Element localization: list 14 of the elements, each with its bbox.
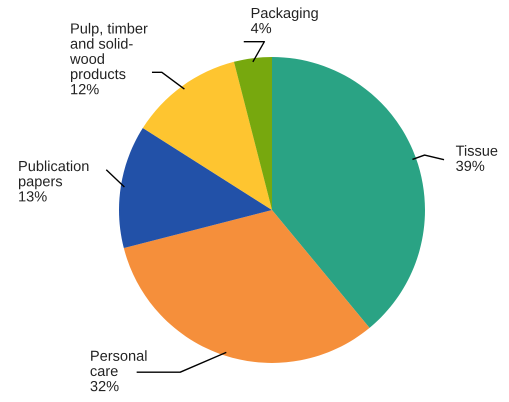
pie-slice	[119, 128, 272, 248]
data-label: 4%	[250, 23, 272, 34]
data-label: 12%	[71, 84, 99, 94]
data-label: 13%	[19, 191, 47, 202]
pie-slice	[142, 62, 272, 210]
pie-slice	[272, 57, 425, 328]
data-label: 32%	[90, 380, 119, 392]
slice-label: Publication papers	[18, 160, 88, 190]
slice-label: Packaging	[252, 7, 318, 22]
slice-label: Personal care	[90, 350, 147, 376]
slice-label: Pulp, timber and solid- wood products	[70, 22, 148, 82]
slice-label: Tissue	[456, 145, 498, 156]
pie-slice	[234, 57, 272, 210]
data-label: 39%	[456, 160, 484, 172]
